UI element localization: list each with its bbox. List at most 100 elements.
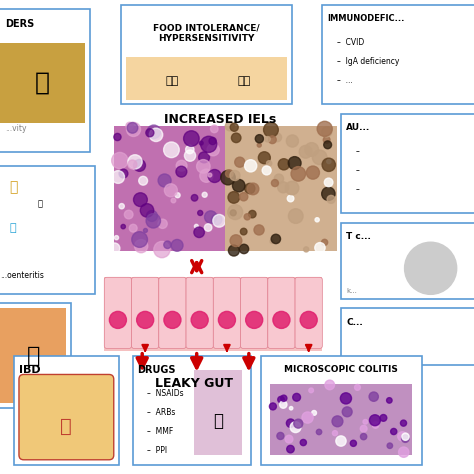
Text: ...vity: ...vity	[5, 124, 26, 133]
Circle shape	[194, 224, 198, 228]
Text: INCREASED IELs: INCREASED IELs	[164, 113, 276, 126]
Circle shape	[128, 160, 137, 169]
Circle shape	[235, 157, 245, 167]
Circle shape	[266, 161, 272, 166]
Circle shape	[322, 158, 336, 172]
FancyBboxPatch shape	[126, 57, 287, 100]
FancyBboxPatch shape	[159, 277, 186, 348]
Circle shape	[304, 247, 309, 252]
Text: 🫙: 🫙	[27, 346, 40, 365]
Circle shape	[288, 209, 303, 223]
Text: –  ARBs: – ARBs	[147, 408, 175, 417]
Circle shape	[322, 187, 335, 201]
Circle shape	[228, 191, 240, 203]
Circle shape	[315, 243, 325, 253]
Circle shape	[146, 129, 154, 137]
Circle shape	[290, 407, 293, 410]
Circle shape	[288, 156, 301, 170]
Circle shape	[273, 133, 282, 142]
Circle shape	[399, 447, 409, 457]
Text: 🫁: 🫁	[61, 417, 72, 436]
FancyBboxPatch shape	[14, 356, 118, 465]
Text: 🌾: 🌾	[35, 71, 50, 95]
Circle shape	[140, 204, 154, 217]
Text: 🦠: 🦠	[9, 223, 16, 233]
FancyBboxPatch shape	[341, 308, 474, 365]
Circle shape	[255, 135, 264, 143]
FancyBboxPatch shape	[268, 277, 295, 348]
Circle shape	[324, 141, 332, 149]
Text: MICROSCOPIC COLITIS: MICROSCOPIC COLITIS	[284, 365, 398, 374]
Circle shape	[245, 160, 257, 172]
FancyBboxPatch shape	[132, 277, 159, 348]
Circle shape	[228, 205, 243, 219]
Circle shape	[350, 440, 356, 447]
Circle shape	[363, 419, 368, 424]
Circle shape	[332, 416, 343, 427]
Circle shape	[128, 155, 142, 169]
FancyBboxPatch shape	[225, 126, 337, 251]
Circle shape	[270, 239, 274, 244]
Circle shape	[387, 443, 392, 448]
Circle shape	[197, 160, 210, 173]
Circle shape	[360, 433, 367, 440]
Circle shape	[369, 415, 381, 426]
Circle shape	[316, 429, 322, 435]
Circle shape	[290, 422, 301, 433]
FancyBboxPatch shape	[19, 374, 114, 460]
Circle shape	[210, 125, 218, 133]
FancyBboxPatch shape	[114, 126, 225, 251]
FancyBboxPatch shape	[322, 5, 474, 104]
Circle shape	[327, 159, 331, 164]
Circle shape	[312, 150, 327, 164]
FancyBboxPatch shape	[0, 9, 90, 152]
Circle shape	[200, 169, 213, 182]
FancyBboxPatch shape	[186, 277, 213, 348]
Circle shape	[272, 180, 278, 187]
Text: 🔴: 🔴	[38, 199, 43, 208]
FancyBboxPatch shape	[194, 370, 242, 455]
Circle shape	[294, 419, 303, 428]
FancyBboxPatch shape	[295, 277, 322, 348]
Circle shape	[146, 210, 157, 221]
Text: 🍞🧂: 🍞🧂	[237, 75, 250, 86]
Circle shape	[306, 166, 319, 179]
Circle shape	[401, 435, 409, 442]
Circle shape	[300, 439, 307, 446]
Circle shape	[286, 419, 295, 428]
Circle shape	[387, 398, 392, 403]
Circle shape	[164, 184, 177, 197]
Circle shape	[321, 127, 332, 137]
Circle shape	[158, 174, 171, 187]
Circle shape	[336, 436, 346, 446]
Circle shape	[398, 432, 407, 441]
Circle shape	[119, 203, 124, 209]
Text: 🦠: 🦠	[9, 180, 18, 194]
Circle shape	[360, 425, 367, 432]
Circle shape	[149, 128, 163, 142]
Circle shape	[315, 218, 319, 222]
Circle shape	[317, 121, 332, 137]
Circle shape	[248, 210, 256, 218]
FancyBboxPatch shape	[0, 166, 95, 294]
Circle shape	[171, 239, 183, 251]
Text: IBD: IBD	[19, 365, 41, 375]
Circle shape	[127, 122, 138, 133]
Circle shape	[198, 210, 203, 216]
Circle shape	[324, 178, 333, 187]
Circle shape	[202, 192, 207, 197]
Circle shape	[232, 179, 245, 192]
Text: DERS: DERS	[5, 19, 34, 29]
Circle shape	[114, 133, 121, 141]
Circle shape	[262, 166, 271, 175]
FancyBboxPatch shape	[104, 277, 132, 348]
Circle shape	[327, 195, 335, 203]
Circle shape	[228, 245, 239, 256]
Circle shape	[137, 311, 154, 328]
Circle shape	[239, 244, 249, 254]
Circle shape	[321, 239, 328, 246]
Circle shape	[257, 143, 261, 147]
Circle shape	[269, 403, 276, 410]
FancyBboxPatch shape	[213, 277, 241, 348]
Circle shape	[309, 388, 313, 392]
